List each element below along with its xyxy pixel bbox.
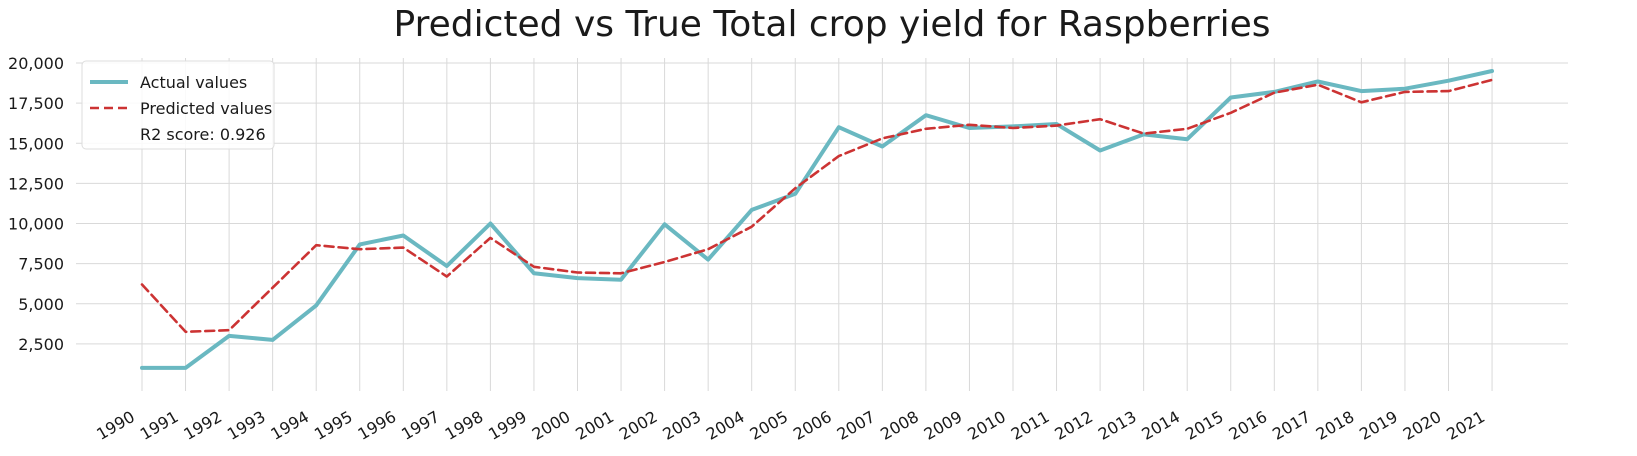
y-axis-ticks: 2,500 5,000 7,500 10,000 12,500 15,000 17,500 2… bbox=[8, 54, 64, 354]
x-tick-label: 2012 bbox=[1051, 407, 1096, 444]
x-tick-label: 2018 bbox=[1313, 407, 1358, 444]
x-tick-label: 1993 bbox=[224, 407, 269, 444]
y-tick-label: 5,000 bbox=[18, 295, 64, 314]
series-line-actual bbox=[140, 69, 1494, 370]
series-layer bbox=[140, 69, 1494, 370]
x-tick-label: 2002 bbox=[616, 407, 661, 444]
x-tick-label: 1995 bbox=[311, 407, 356, 444]
legend-box bbox=[81, 60, 275, 150]
x-tick-label: 1991 bbox=[137, 407, 182, 444]
x-tick-label: 1996 bbox=[355, 407, 400, 444]
x-axis-ticks: 1990199119921993199419951996199719981999… bbox=[93, 407, 1488, 444]
x-tick-label: 2010 bbox=[964, 407, 1009, 444]
x-tick-label: 1994 bbox=[267, 407, 312, 444]
legend-label-predicted: Predicted values bbox=[140, 99, 272, 118]
x-tick-label: 1992 bbox=[180, 407, 225, 444]
y-tick-label: 7,500 bbox=[18, 255, 64, 274]
grid-layer bbox=[76, 58, 1568, 391]
y-tick-label: 10,000 bbox=[8, 215, 64, 234]
x-tick-label: 1998 bbox=[442, 407, 487, 444]
x-tick-label: 2000 bbox=[529, 407, 574, 444]
x-tick-label: 2006 bbox=[790, 407, 835, 444]
series-line-predicted bbox=[140, 78, 1494, 334]
y-tick-label: 20,000 bbox=[8, 54, 64, 73]
x-tick-label: 2019 bbox=[1356, 407, 1401, 444]
x-tick-label: 2007 bbox=[834, 407, 879, 444]
x-tick-label: 2001 bbox=[572, 407, 617, 444]
x-tick-label: 2011 bbox=[1008, 407, 1053, 444]
x-tick-label: 2021 bbox=[1443, 407, 1488, 444]
y-tick-label: 15,000 bbox=[8, 134, 64, 153]
y-tick-label: 17,500 bbox=[8, 94, 64, 113]
x-tick-label: 2016 bbox=[1226, 407, 1271, 444]
x-tick-label: 2020 bbox=[1400, 407, 1445, 444]
y-tick-label: 12,500 bbox=[8, 174, 64, 193]
x-tick-label: 2013 bbox=[1095, 407, 1140, 444]
x-tick-label: 2008 bbox=[877, 407, 922, 444]
legend: Actual values Predicted values R2 score:… bbox=[81, 60, 275, 150]
chart-title: Predicted vs True Total crop yield for R… bbox=[394, 4, 1271, 45]
legend-r2-score: R2 score: 0.926 bbox=[140, 125, 266, 144]
y-tick-label: 2,500 bbox=[18, 335, 64, 354]
x-tick-label: 1999 bbox=[485, 407, 530, 444]
x-tick-label: 2014 bbox=[1138, 407, 1183, 444]
x-tick-label: 2015 bbox=[1182, 407, 1227, 444]
x-tick-label: 2005 bbox=[746, 407, 791, 444]
x-tick-label: 1997 bbox=[398, 407, 443, 444]
x-tick-label: 2009 bbox=[921, 407, 966, 444]
x-tick-label: 2017 bbox=[1269, 407, 1314, 444]
legend-label-actual: Actual values bbox=[140, 73, 247, 92]
x-tick-label: 1990 bbox=[93, 407, 138, 444]
x-tick-label: 2003 bbox=[659, 407, 704, 444]
x-tick-label: 2004 bbox=[703, 407, 748, 444]
